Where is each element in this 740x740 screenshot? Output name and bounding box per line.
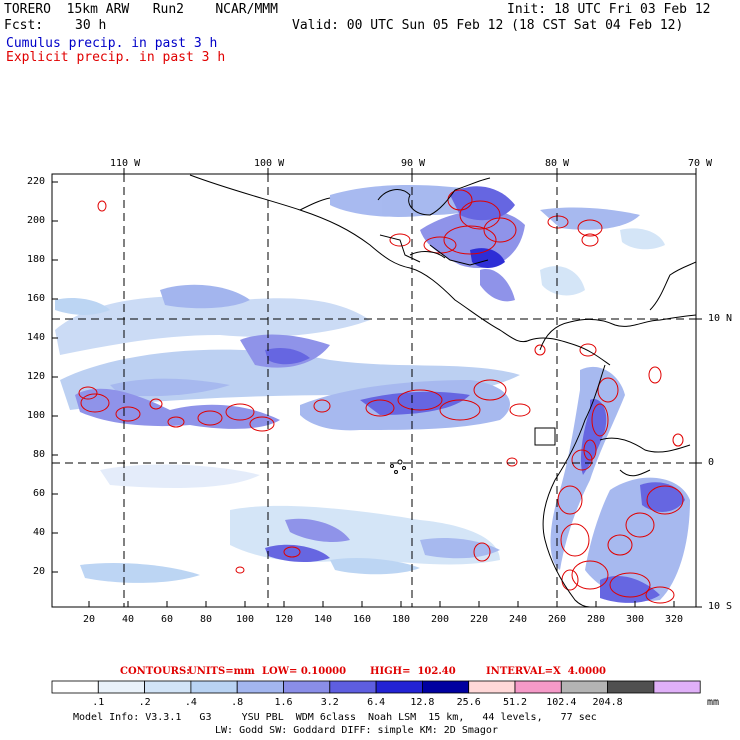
x-tick: 240 [509, 614, 528, 625]
colorbar-label: 6.4 [367, 697, 386, 708]
y-tick: 160 [27, 293, 46, 304]
y-tick: 40 [33, 527, 46, 538]
colorbar-label: 51.2 [502, 697, 528, 708]
colorbar-swatch [97, 680, 146, 694]
colorbar-swatch [190, 680, 238, 694]
colorbar-label: .4 [184, 697, 197, 708]
explicit-legend: Explicit precip. in past 3 h [6, 50, 226, 65]
colorbar-swatch [283, 680, 331, 694]
contour-units: UNITS=mm [188, 666, 255, 677]
model-info: Model Info: V3.3.1 G3 YSU PBL WDM 6class… [73, 712, 597, 723]
x-tick: 20 [83, 614, 96, 625]
colorbar-label: .8 [231, 697, 244, 708]
x-tick: 100 [236, 614, 255, 625]
colorbar-swatch [236, 680, 284, 694]
colorbar-label: 25.6 [456, 697, 481, 708]
x-tick: 280 [587, 614, 606, 625]
fcst-label: Fcst: [4, 18, 44, 33]
lat-label-0: 0 [708, 457, 715, 468]
colorbar-label: 1.6 [274, 697, 293, 708]
x-tick: 300 [626, 614, 645, 625]
y-tick: 120 [27, 371, 46, 382]
x-tick: 320 [665, 614, 684, 625]
y-tick: 180 [27, 254, 46, 265]
colorbar-swatch [468, 680, 516, 694]
colorbar-label: .1 [92, 697, 105, 708]
lon-label-90w: 90 W [401, 158, 426, 169]
x-tick: 60 [161, 614, 174, 625]
colorbar-swatch [329, 680, 377, 694]
colorbar-swatch [421, 680, 470, 694]
contour-low: LOW= 0.10000 [262, 666, 347, 677]
y-tick: 80 [33, 449, 46, 460]
model-title: TORERO 15km ARW Run2 NCAR/MMM [4, 2, 278, 17]
colorbar-swatch [514, 680, 562, 694]
init-time: Init: 18 UTC Fri 03 Feb 12 [507, 2, 711, 17]
lat-label-10s: 10 S [708, 601, 733, 612]
contour-label: CONTOURS: [120, 666, 190, 677]
physics-info: LW: Godd SW: Goddard DIFF: simple KM: 2D… [215, 725, 498, 736]
y-tick: 60 [33, 488, 46, 499]
axis-ticks [52, 168, 702, 608]
fcst-hours: 30 h [75, 18, 107, 33]
explicit-precip-contours [78, 189, 684, 604]
y-tick: 200 [27, 215, 46, 226]
y-tick: 140 [27, 332, 46, 343]
x-tick: 120 [275, 614, 294, 625]
lat-label-10n: 10 N [708, 313, 733, 324]
coastlines [189, 174, 696, 607]
colorbar [51, 680, 701, 694]
valid-time: Valid: 00 UTC Sun 05 Feb 12 (18 CST Sat … [292, 18, 684, 33]
y-tick: 100 [27, 410, 46, 421]
y-tick: 220 [27, 176, 46, 187]
colorbar-label: 3.2 [320, 697, 339, 708]
colorbar-swatch [653, 680, 701, 694]
x-tick: 80 [200, 614, 213, 625]
cumulus-legend: Cumulus precip. in past 3 h [6, 36, 218, 51]
lon-label-70w: 70 W [688, 158, 713, 169]
x-tick: 180 [392, 614, 411, 625]
precip-field [52, 174, 696, 607]
contour-interval: INTERVAL=X 4.0000 [486, 666, 606, 677]
colorbar-swatch [51, 680, 99, 694]
colorbar-swatch [560, 680, 608, 694]
lon-label-80w: 80 W [545, 158, 570, 169]
x-tick: 260 [548, 614, 567, 625]
lon-label-100w: 100 W [254, 158, 285, 169]
x-tick: 160 [353, 614, 372, 625]
y-tick: 20 [33, 566, 46, 577]
colorbar-label: 12.8 [410, 697, 435, 708]
x-tick: 220 [470, 614, 489, 625]
colorbar-label: 204.8 [592, 697, 623, 708]
colorbar-swatch [607, 680, 655, 694]
x-tick: 40 [122, 614, 135, 625]
cumulus-precip-shading [55, 185, 690, 603]
colorbar-label: 102.4 [546, 697, 577, 708]
x-tick: 200 [431, 614, 450, 625]
x-tick: 140 [314, 614, 333, 625]
colorbar-label: .2 [138, 697, 151, 708]
colorbar-swatch [144, 680, 192, 694]
contour-high: HIGH= 102.40 [370, 666, 456, 677]
latlon-grid [52, 174, 696, 607]
colorbar-swatch [375, 680, 423, 694]
colorbar-unit: mm [707, 697, 720, 708]
lon-label-110w: 110 W [110, 158, 141, 169]
